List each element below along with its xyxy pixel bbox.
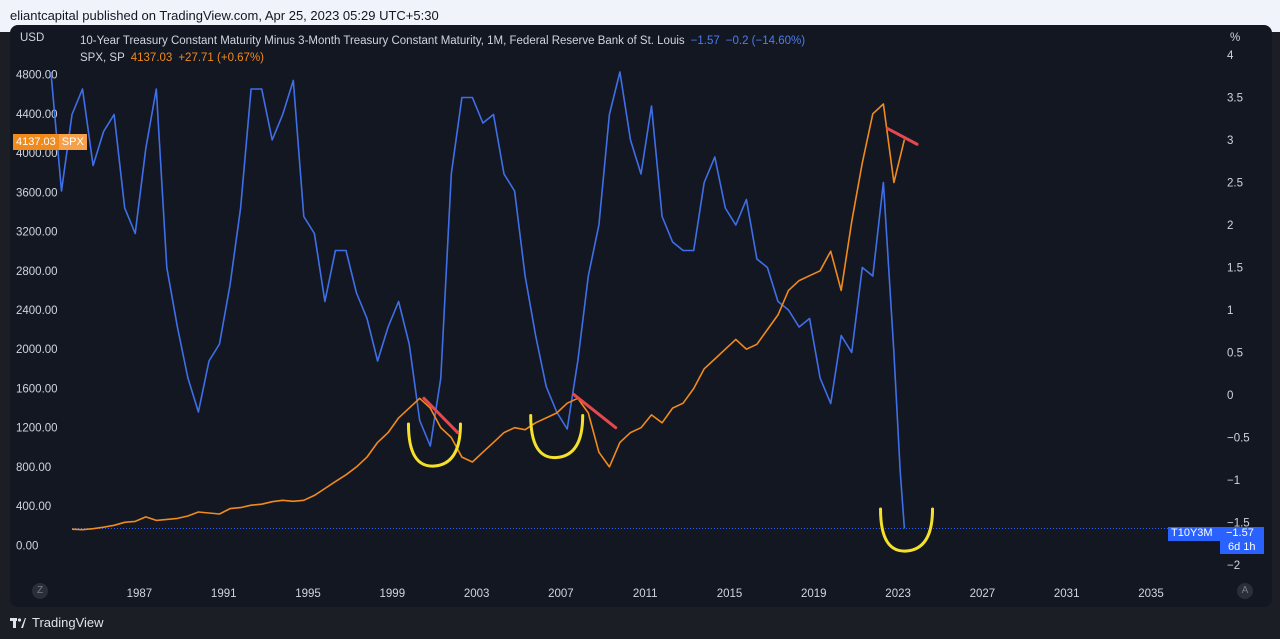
x-tick-label: 2023	[885, 588, 911, 600]
y-right-tick-label: 1	[1227, 305, 1233, 317]
y-left-tick-label: 3200.00	[16, 227, 58, 239]
t10y3m-tag-countdown: 6d 1h	[1220, 540, 1264, 554]
y-right-tick-label: 0.5	[1227, 348, 1243, 360]
x-tick-label: 2007	[548, 588, 574, 600]
yellow-arc-annotation	[406, 422, 462, 468]
tradingview-logo-icon	[10, 617, 26, 628]
x-tick-label: 1999	[380, 588, 406, 600]
y-left-tick-label: 2400.00	[16, 305, 58, 317]
footer-brand: TradingView	[32, 615, 104, 630]
x-tick-label: 2015	[717, 588, 743, 600]
x-tick-label: 2003	[464, 588, 490, 600]
y-right-tick-label: −2	[1227, 560, 1240, 572]
y-left-tick-label: 4800.00	[16, 70, 58, 82]
right-axis-unit: %	[1230, 32, 1241, 44]
y-right-tick-label: −0.5	[1227, 433, 1250, 445]
chart-legend: 10-Year Treasury Constant Maturity Minus…	[80, 33, 805, 67]
legend-row-spread[interactable]: 10-Year Treasury Constant Maturity Minus…	[80, 33, 805, 50]
y-left-tick-label: 4400.00	[16, 109, 58, 121]
tradingview-logo[interactable]: TradingView	[10, 615, 104, 630]
spread-series-line	[50, 71, 906, 529]
t10y3m-tag-symbol: T10Y3M	[1168, 527, 1218, 541]
y-right-tick-label: 4	[1227, 50, 1234, 62]
spx-series-line	[71, 103, 906, 531]
y-left-tick-label: 1200.00	[16, 423, 58, 435]
y-right-tick-label: 3	[1227, 135, 1233, 147]
y-left-tick-label: 3600.00	[16, 187, 58, 199]
y-right-tick-label: 1.5	[1227, 263, 1243, 275]
x-tick-label: 1995	[295, 588, 321, 600]
y-left-tick-label: 0.00	[16, 540, 38, 552]
chart-canvas[interactable]: 4800.004400.004000.003600.003200.002800.…	[10, 25, 1272, 607]
legend-spx-change: +27.71 (+0.67%)	[178, 52, 264, 64]
y-left-tick-label: 1600.00	[16, 383, 58, 395]
legend-row-spx[interactable]: SPX, SP 4137.03 +27.71 (+0.67%)	[80, 50, 805, 67]
legend-spx-title: SPX, SP	[80, 52, 125, 64]
published-text: eliantcapital published on TradingView.c…	[10, 8, 439, 23]
chart-panel[interactable]: USD % 4800.00 4400.00 4000.00 3600.00 3200.0…	[10, 25, 1272, 607]
red-trendline-annotation	[572, 392, 618, 430]
left-axis-unit: USD	[20, 32, 45, 44]
spx-tag-symbol: SPX	[58, 134, 87, 150]
x-tick-label: 2035	[1138, 588, 1164, 600]
legend-spread-title: 10-Year Treasury Constant Maturity Minus…	[80, 35, 685, 47]
x-tick-label: 2031	[1054, 588, 1080, 600]
spx-price-tag: 4137.03 SPX	[13, 134, 87, 150]
legend-spread-value: −1.57	[690, 35, 720, 47]
legend-spread-change: −0.2 (−14.60%)	[725, 35, 806, 47]
y-left-tick-label: 2800.00	[16, 266, 58, 278]
y-right-tick-label: −1.5	[1227, 518, 1250, 530]
t10y3m-tag-value: −1.57	[1218, 527, 1264, 541]
y-right-tick-label: 2	[1227, 220, 1233, 232]
x-tick-label: 1991	[211, 588, 237, 600]
yellow-arc-annotation	[529, 414, 585, 460]
y-left-tick-label: 400.00	[16, 501, 51, 513]
zoom-button[interactable]: Z	[32, 583, 48, 599]
y-right-tick-label: 0	[1227, 390, 1233, 402]
spx-tag-value: 4137.03	[13, 134, 59, 150]
auto-scale-button[interactable]: A	[1237, 583, 1253, 599]
y-left-tick-label: 2000.00	[16, 344, 58, 356]
t10y3m-price-tag: T10Y3M −1.57 6d 1h	[1168, 527, 1264, 554]
footer-bar: TradingView	[0, 607, 1280, 639]
red-trendline-annotation	[422, 396, 460, 435]
x-tick-label: 2019	[801, 588, 827, 600]
legend-spx-value: 4137.03	[130, 52, 173, 64]
y-left-tick-label: 4000.00	[16, 148, 58, 160]
red-trendline-annotation	[886, 127, 919, 146]
x-tick-label: 1987	[127, 588, 153, 600]
yellow-arc-annotation	[879, 507, 935, 553]
y-right-tick-label: 2.5	[1227, 178, 1243, 190]
y-left-tick-label: 800.00	[16, 462, 51, 474]
y-right-tick-label: −1	[1227, 475, 1240, 487]
x-tick-label: 2011	[633, 588, 658, 600]
y-right-tick-label: 3.5	[1227, 93, 1243, 105]
x-tick-label: 2027	[970, 588, 996, 600]
